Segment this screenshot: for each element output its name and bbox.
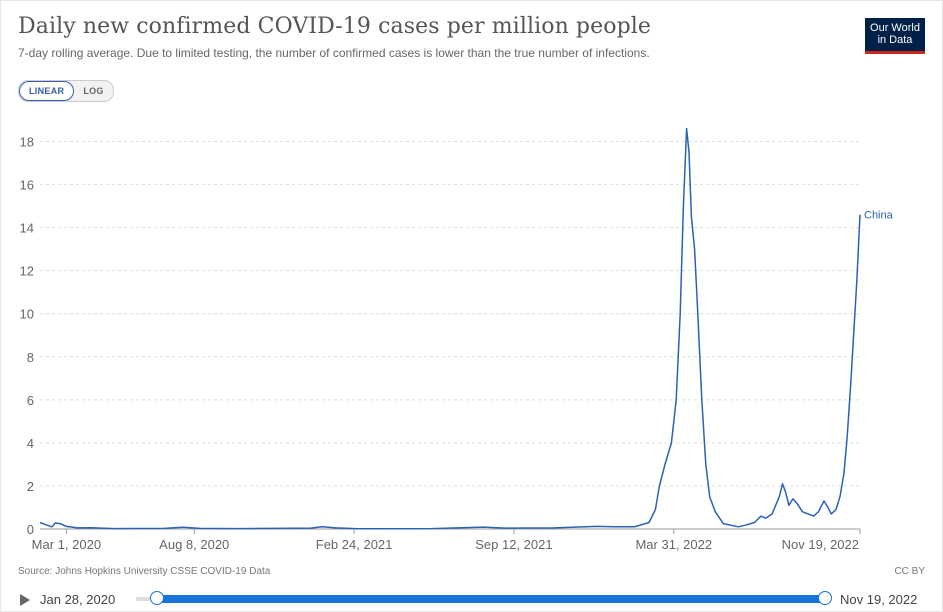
chart-title: Daily new confirmed COVID-19 cases per m…: [18, 14, 652, 39]
x-tick-label: Mar 1, 2020: [32, 537, 101, 552]
linear-scale-button[interactable]: LINEAR: [19, 81, 75, 101]
series-line-china: [39, 127, 861, 530]
series-layer: China: [39, 127, 894, 530]
series-label-china: China: [864, 210, 894, 222]
timeline-start-label: Jan 28, 2020: [40, 592, 116, 607]
license-link[interactable]: CC BY: [894, 566, 925, 577]
source-note: Source: Johns Hopkins University CSSE CO…: [18, 566, 271, 577]
y-tick-label: 2: [27, 479, 34, 494]
x-tick-label: Sep 12, 2021: [475, 537, 552, 552]
scale-toggle: LINEAR LOG: [18, 80, 114, 102]
timeline-end-handle[interactable]: [818, 591, 832, 605]
x-tick-label: Feb 24, 2021: [316, 537, 393, 552]
timeline-start-handle[interactable]: [150, 591, 164, 605]
y-tick-label: 6: [27, 393, 34, 408]
y-tick-label: 0: [27, 522, 34, 537]
y-axis-ticks: 0 2 4 6 8 10 12 14 16 18: [20, 135, 34, 537]
log-scale-button[interactable]: LOG: [83, 86, 104, 96]
x-tick-label: Aug 8, 2020: [159, 537, 229, 552]
y-tick-label: 12: [20, 264, 34, 279]
y-tick-label: 4: [27, 436, 34, 451]
x-tick-label: Nov 19, 2022: [782, 537, 859, 552]
x-axis-ticks: Mar 1, 2020 Aug 8, 2020 Feb 24, 2021 Sep 12…: [32, 529, 861, 552]
logo-line-2: in Data: [877, 34, 913, 46]
play-icon[interactable]: [20, 594, 30, 606]
timeline-selected-range: [157, 595, 825, 603]
y-tick-label: 14: [20, 221, 34, 236]
y-tick-label: 10: [20, 307, 34, 322]
logo-accent-bar: [865, 51, 925, 54]
y-tick-label: 18: [20, 135, 34, 150]
timeline-end-label: Nov 19, 2022: [840, 592, 918, 607]
chart-subtitle: 7-day rolling average. Due to limited te…: [18, 46, 650, 60]
logo-line-1: Our World: [870, 22, 920, 34]
gridlines: [40, 141, 860, 530]
y-tick-label: 16: [20, 178, 34, 193]
x-tick-label: Mar 31, 2022: [635, 537, 712, 552]
owid-logo[interactable]: Our World in Data: [865, 18, 925, 54]
y-tick-label: 8: [27, 350, 34, 365]
